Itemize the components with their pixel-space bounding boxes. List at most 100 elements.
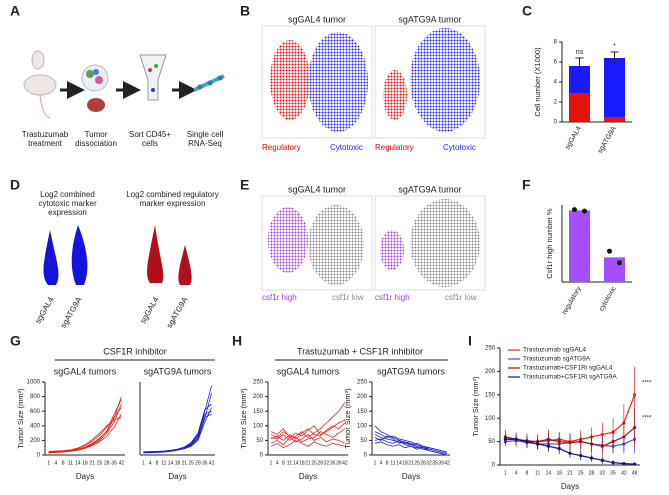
x-tick-label: 32	[426, 460, 432, 466]
y-tick-label: 600	[30, 409, 41, 415]
x-tick-label: 42	[119, 460, 125, 466]
x-tick-label: 21	[567, 470, 573, 476]
data-point	[633, 425, 637, 430]
series-line	[374, 441, 448, 456]
data-point	[525, 440, 529, 444]
x-tick-label: 25	[188, 460, 194, 466]
series-line	[270, 422, 346, 440]
y-tick-label: 0	[364, 453, 368, 459]
tsne-label: Regulatory	[262, 143, 301, 152]
violin-title: Log2 combined regulatory marker expressi…	[126, 190, 219, 208]
y-tick-label: 0	[554, 120, 558, 126]
x-tick-label: 8	[156, 460, 159, 466]
data-point	[633, 462, 637, 466]
x-tick-label: 8	[282, 460, 285, 466]
x-tick-label: 35	[202, 460, 208, 466]
x-tick-label: 28	[589, 470, 595, 476]
x-tick-label: 21	[305, 460, 311, 466]
bar-segment	[604, 58, 625, 117]
x-tick-label: 4	[380, 460, 383, 466]
x-tick-label: 42	[621, 470, 627, 476]
tsne-title: sgGAL4 tumor	[288, 184, 346, 194]
x-tick-label: regulatory	[561, 285, 583, 316]
x-tick-label: 32	[600, 470, 606, 476]
y-axis-label: Tumor Size (mm³)	[471, 376, 480, 437]
legend-label: Trastuzumab+CSF1Ri sgGAL4	[523, 365, 613, 372]
x-tick-label: 35	[432, 460, 438, 466]
annotation: ns	[576, 49, 584, 56]
x-tick-label: 4	[515, 470, 518, 476]
x-tick-label: 8	[526, 470, 529, 476]
data-point	[579, 454, 583, 458]
series-line	[48, 416, 122, 452]
x-tick-label: 11	[68, 460, 73, 466]
x-tick-label: 21	[182, 460, 188, 466]
x-tick-label: 28	[420, 460, 426, 466]
violin-label: sgATG9A	[59, 295, 84, 330]
y-axis-label: Tumor Size (mm³)	[239, 388, 248, 449]
y-tick-label: 250	[253, 380, 264, 386]
step-label: Trastuzumab treatment	[21, 130, 69, 148]
data-point	[633, 393, 637, 397]
series-line	[270, 434, 346, 446]
series-line	[270, 402, 346, 441]
x-tick-label: 18	[402, 460, 408, 466]
x-tick-label: sgATG9A	[597, 125, 618, 155]
data-point	[557, 440, 561, 444]
data-point	[582, 208, 587, 214]
x-axis-label: Days	[561, 482, 579, 491]
series-line	[48, 413, 122, 454]
x-tick-label: 48	[632, 470, 638, 476]
bar	[604, 257, 625, 282]
data-point	[546, 444, 551, 448]
x-tick-label: 4	[55, 460, 58, 466]
data-point	[622, 435, 626, 439]
x-tick-label: sgGAL4	[564, 125, 583, 150]
x-axis-label: Days	[168, 472, 186, 481]
data-point	[589, 442, 594, 446]
violins: sgGAL4 sgATG9A sgGAL4 sgATG9A	[33, 225, 192, 330]
y-tick-label: 800	[30, 394, 41, 400]
step-label: Tumor dissociation	[75, 130, 117, 148]
error-bar	[610, 51, 619, 64]
x-tick-label: 18	[82, 460, 88, 466]
panel-letter: D	[10, 177, 20, 193]
y-tick-label: 150	[253, 409, 264, 415]
group-title: Trastuzumab + CSF1R inhibitor	[297, 346, 423, 356]
y-tick-label: 8	[554, 40, 558, 46]
y-tick-label: 250	[357, 380, 368, 386]
tsne-label: csf1r low	[332, 293, 364, 302]
x-tick-label: 25	[311, 460, 317, 466]
series-line	[270, 439, 346, 449]
tsne-title: sgATG9A tumor	[398, 14, 461, 24]
x-tick-label: 42	[342, 460, 348, 466]
x-tick-label: 42	[209, 460, 215, 466]
tsne-label: Cytotoxic	[443, 143, 476, 152]
x-tick-label: 11	[535, 470, 540, 476]
x-tick-label: 39	[438, 460, 444, 466]
x-tick-label: 14	[293, 460, 299, 466]
x-tick-label: 42	[444, 460, 450, 466]
panel-letter: G	[10, 333, 21, 349]
series-line	[374, 431, 448, 453]
y-tick-label: 200	[485, 369, 496, 375]
legend-label: Trastuzumab+CSF1Ri sgATG9A	[523, 374, 617, 381]
x-tick-label: 11	[390, 460, 395, 466]
x-tick-label: 4	[149, 460, 152, 466]
y-tick-label: 4	[554, 80, 558, 86]
violin-label: sgGAL4	[33, 295, 56, 325]
x-tick-label: 1	[270, 460, 273, 466]
y-tick-label: 250	[485, 346, 496, 352]
series-line	[48, 396, 122, 453]
data-point	[568, 440, 572, 445]
bar-segment	[569, 66, 590, 93]
panel-letter: I	[468, 333, 472, 349]
y-axis-label: Csf1r high number %	[545, 208, 554, 279]
x-tick-label: 35	[610, 470, 616, 476]
bar	[569, 210, 590, 282]
data-point	[600, 432, 604, 437]
y-axis-label: Cell number (X1000)	[533, 47, 542, 117]
data-point	[572, 207, 577, 213]
